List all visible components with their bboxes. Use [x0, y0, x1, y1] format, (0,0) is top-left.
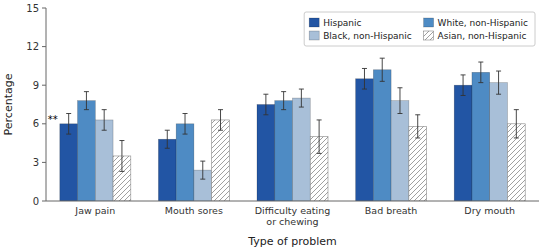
- error-bar: [362, 68, 367, 89]
- bar: [391, 101, 409, 201]
- bar: [454, 85, 472, 201]
- error-bar: [102, 110, 107, 131]
- bar: [275, 101, 293, 201]
- x-axis-line: [46, 201, 539, 202]
- bar: [373, 70, 391, 201]
- legend-label: White, non-Hispanic: [438, 18, 528, 28]
- y-tick: [42, 123, 46, 124]
- x-tick-label-line: Jaw pain: [74, 205, 115, 216]
- x-axis: Jaw pain Mouth sores Difficulty eatingor c…: [74, 205, 515, 227]
- error-bar: [397, 88, 402, 114]
- y-tick: [42, 46, 46, 47]
- y-tick: [42, 162, 46, 163]
- error-bar: [119, 141, 124, 172]
- legend-swatch: [424, 18, 434, 27]
- legend-swatch: [309, 18, 319, 27]
- bar: [472, 72, 490, 201]
- y-axis-line: [46, 8, 47, 201]
- error-bar: [84, 92, 89, 110]
- x-tick-label: Difficulty eatingor chewing: [255, 205, 330, 227]
- y-tick-label: 9: [33, 80, 39, 91]
- y-tick: [42, 85, 46, 86]
- bar: [95, 120, 113, 201]
- x-tick-label-line: or chewing: [266, 216, 318, 227]
- legend-box: [304, 12, 535, 46]
- error-bar: [415, 115, 420, 138]
- error-bar: [514, 110, 519, 138]
- error-bar: [496, 71, 501, 94]
- y-tick-label: 6: [33, 118, 39, 129]
- x-axis-label: Type of problem: [247, 235, 336, 248]
- y-tick: [42, 201, 46, 202]
- error-bar: [317, 120, 322, 153]
- x-tick-label-line: Difficulty eating: [255, 205, 330, 216]
- x-tick-label-line: Mouth sores: [165, 205, 223, 216]
- bar: [60, 124, 78, 201]
- bar: [356, 79, 374, 201]
- y-tick-label: 3: [33, 157, 39, 168]
- bar: [293, 98, 311, 201]
- error-bar: [299, 89, 304, 107]
- annotation: **: [48, 114, 58, 125]
- error-bar: [200, 161, 205, 179]
- legend: Hispanic White, non-Hispanic Black, non-Hi…: [304, 12, 535, 46]
- y-tick-label: 0: [33, 196, 39, 207]
- bar: [212, 120, 230, 201]
- legend-swatch: [309, 31, 319, 40]
- y-axis: 0 3 6 9 12 15: [26, 3, 46, 207]
- legend-label: Hispanic: [323, 18, 361, 28]
- error-bar: [165, 130, 170, 148]
- error-bar: [380, 58, 385, 81]
- x-tick-label-line: Bad breath: [365, 205, 418, 216]
- error-bar: [218, 110, 223, 131]
- bar: [176, 124, 194, 201]
- error-bar: [183, 114, 188, 135]
- y-axis-label: Percentage: [2, 73, 15, 135]
- x-tick-label-line: Dry mouth: [464, 205, 515, 216]
- bar: [490, 83, 508, 201]
- error-bar: [478, 62, 483, 83]
- x-tick-label: Mouth sores: [165, 205, 223, 216]
- error-bar: [66, 114, 71, 135]
- bars: [60, 58, 525, 201]
- error-bar: [461, 75, 466, 96]
- legend-label: Black, non-Hispanic: [323, 31, 412, 41]
- legend-label: Asian, non-Hispanic: [438, 31, 527, 41]
- error-bar: [281, 92, 286, 110]
- bar: [78, 101, 96, 201]
- x-tick-label: Bad breath: [365, 205, 418, 216]
- legend-swatch: [424, 31, 434, 40]
- error-bar: [263, 94, 268, 115]
- y-tick: [42, 8, 46, 9]
- y-tick-label: 15: [26, 3, 39, 14]
- x-tick-label: Dry mouth: [464, 205, 515, 216]
- x-tick-label: Jaw pain: [74, 205, 115, 216]
- bar: [257, 105, 275, 202]
- y-tick-label: 12: [26, 41, 39, 52]
- chart: 0 3 6 9 12 15 Percentage Jaw pain Mouth sores Dif…: [0, 0, 549, 249]
